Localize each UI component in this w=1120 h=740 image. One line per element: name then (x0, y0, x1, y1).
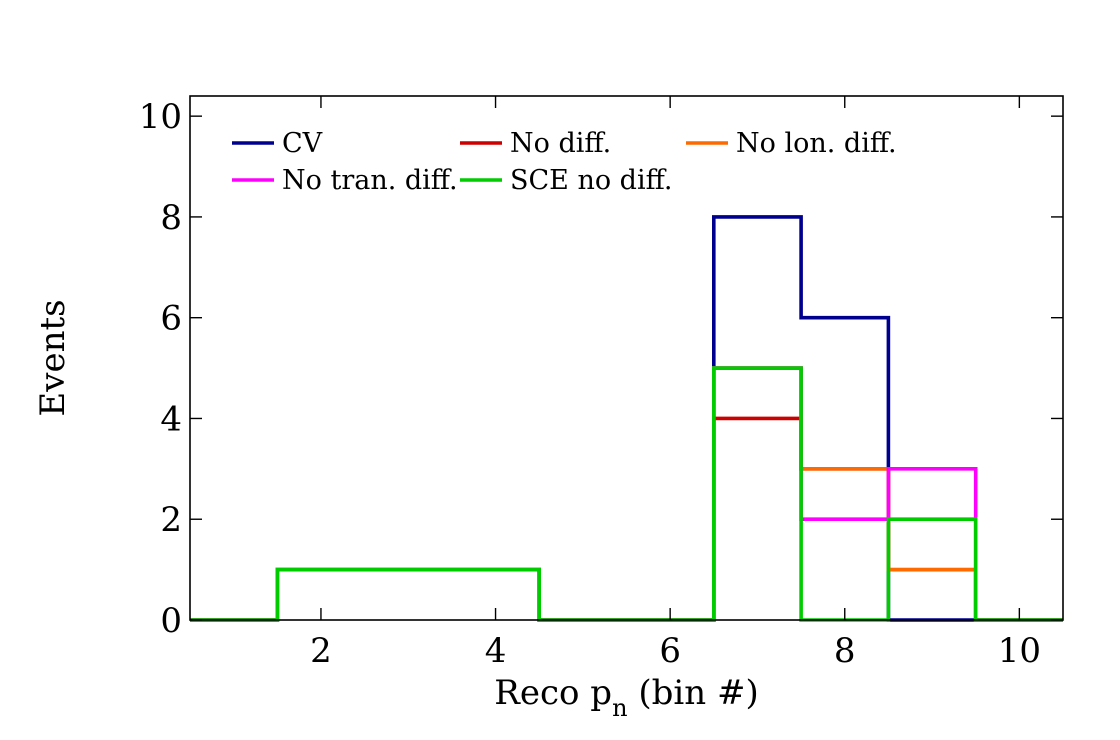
series-4-step-line (190, 366, 1063, 622)
y-tick-label: 6 (160, 299, 182, 339)
y-tick-label: 10 (139, 97, 182, 137)
legend-label-2: No diff. (510, 128, 611, 159)
y-axis-title: Events (33, 299, 73, 416)
series-layer (190, 215, 1063, 622)
legend-label-5: SCE no diff. (510, 165, 672, 196)
y-tick-label: 4 (160, 399, 182, 439)
x-tick-label: 10 (998, 631, 1041, 671)
legend-label-3: No lon. diff. (736, 128, 897, 159)
x-axis-title-subscript: n (612, 694, 627, 722)
x-tick-label: 4 (485, 631, 507, 671)
ticks-layer: 2 4 6 8 10 0 2 4 6 8 10 (139, 96, 1063, 671)
x-tick-label: 6 (659, 631, 681, 671)
legend-label-4: No tran. diff. (282, 165, 458, 196)
y-tick-label: 8 (160, 198, 182, 238)
x-tick-label: 8 (834, 631, 856, 671)
x-axis-title-main: Reco p (494, 673, 612, 713)
x-axis-title-suffix: (bin #) (628, 673, 759, 713)
plot-frame (189, 95, 1064, 621)
x-tick-label: 2 (310, 631, 332, 671)
series-5-step-line (190, 366, 1063, 622)
series-1-step-line (190, 215, 1063, 622)
x-axis-title: Reco pn (bin #) (494, 673, 758, 722)
y-tick-label: 0 (160, 601, 182, 641)
legend: CV No diff. No lon. diff. No tran. diff. SCE… (232, 128, 897, 196)
series-3-step-line (190, 366, 1063, 622)
legend-label-1: CV (282, 128, 323, 159)
y-tick-label: 2 (160, 500, 182, 540)
